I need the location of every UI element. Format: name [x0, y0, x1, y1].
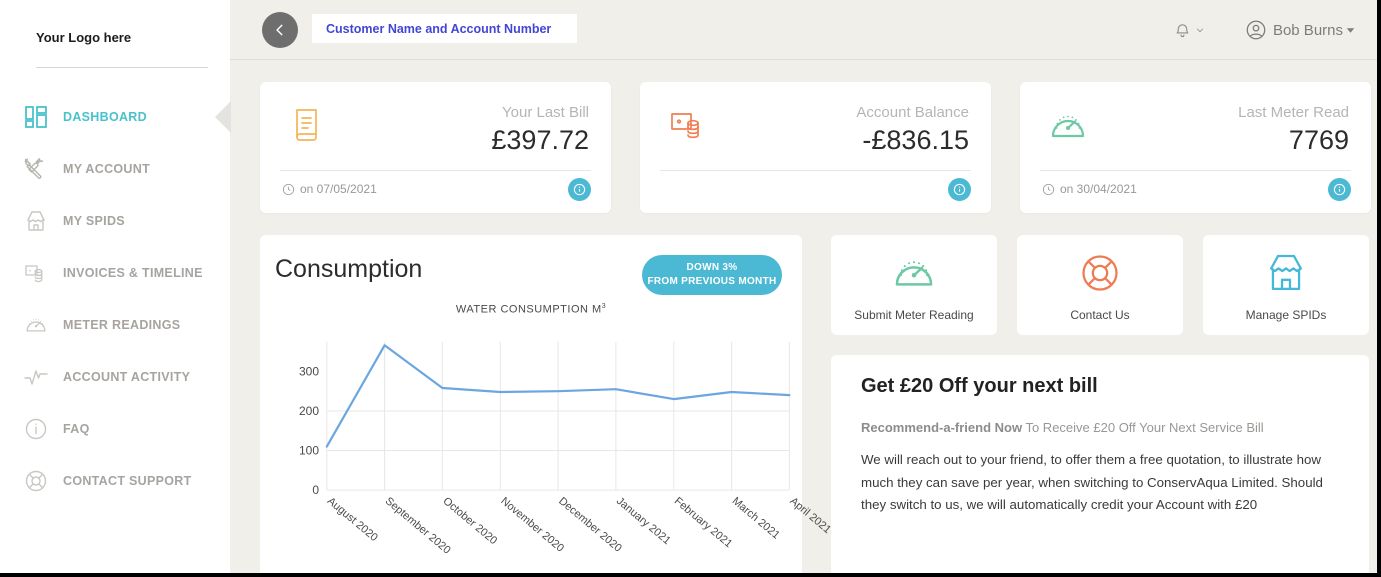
svg-text:August 2020: August 2020 [325, 495, 380, 544]
svg-text:300: 300 [299, 365, 319, 379]
svg-text:February 2021: February 2021 [672, 495, 735, 550]
svg-text:100: 100 [299, 444, 319, 458]
svg-text:April 2021: April 2021 [787, 495, 833, 536]
svg-text:0: 0 [312, 483, 319, 497]
svg-text:January 2021: January 2021 [614, 495, 673, 547]
svg-text:March 2021: March 2021 [730, 495, 782, 542]
svg-text:200: 200 [299, 404, 319, 418]
svg-text:October 2020: October 2020 [440, 495, 499, 547]
